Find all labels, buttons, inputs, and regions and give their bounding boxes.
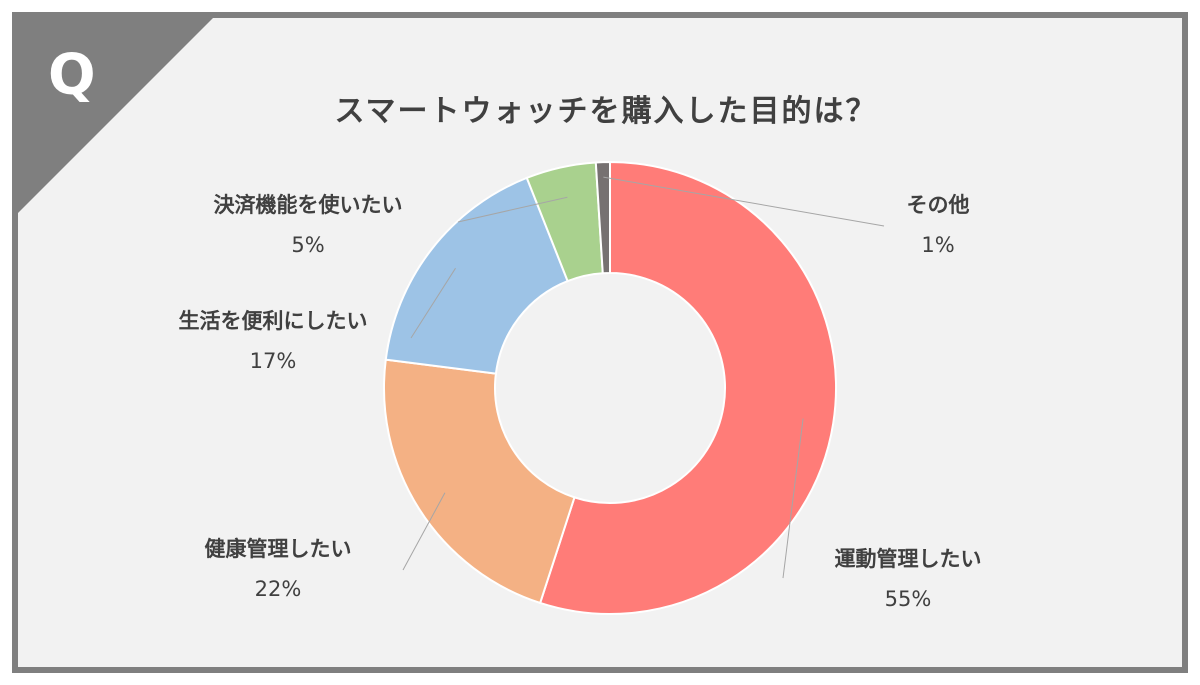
leader-line-1 bbox=[402, 492, 446, 571]
slice-label-health: 健康管理したい bbox=[204, 537, 352, 561]
slice-label-payment: 決済機能を使いたい bbox=[213, 193, 403, 217]
slice-value-health: 22% bbox=[254, 576, 302, 601]
slice-value-exercise: 55% bbox=[884, 586, 932, 611]
label-health: 健康管理したい 22% bbox=[178, 530, 378, 610]
slice-value-convenience: 17% bbox=[249, 348, 297, 373]
donut-slice-4 bbox=[594, 160, 611, 275]
donut-chart bbox=[383, 160, 885, 615]
donut-slice-2 bbox=[384, 176, 569, 375]
slice-label-other: その他 bbox=[906, 193, 970, 217]
label-exercise: 運動管理したい 55% bbox=[808, 540, 1008, 620]
leader-line-0 bbox=[782, 418, 804, 579]
donut-slice-0 bbox=[538, 160, 837, 615]
slice-label-convenience: 生活を便利にしたい bbox=[178, 309, 368, 333]
label-other: その他 1% bbox=[878, 186, 998, 266]
slice-value-payment: 5% bbox=[291, 232, 325, 257]
slice-label-exercise: 運動管理したい bbox=[834, 547, 982, 571]
leader-line-2 bbox=[410, 267, 456, 339]
chart-frame: Q スマートウォッチを購入した目的は？ 運動管理したい 55% 健康管理したい … bbox=[12, 12, 1188, 673]
donut-slice-1 bbox=[383, 358, 576, 605]
leader-line-3 bbox=[457, 196, 568, 223]
leader-line-4 bbox=[603, 176, 885, 227]
question-corner-badge bbox=[18, 18, 213, 213]
question-letter: Q bbox=[48, 43, 96, 108]
label-convenience: 生活を便利にしたい 17% bbox=[148, 302, 398, 382]
slice-value-other: 1% bbox=[921, 232, 955, 257]
label-payment: 決済機能を使いたい 5% bbox=[183, 186, 433, 266]
chart-title: スマートウォッチを購入した目的は？ bbox=[334, 94, 878, 129]
